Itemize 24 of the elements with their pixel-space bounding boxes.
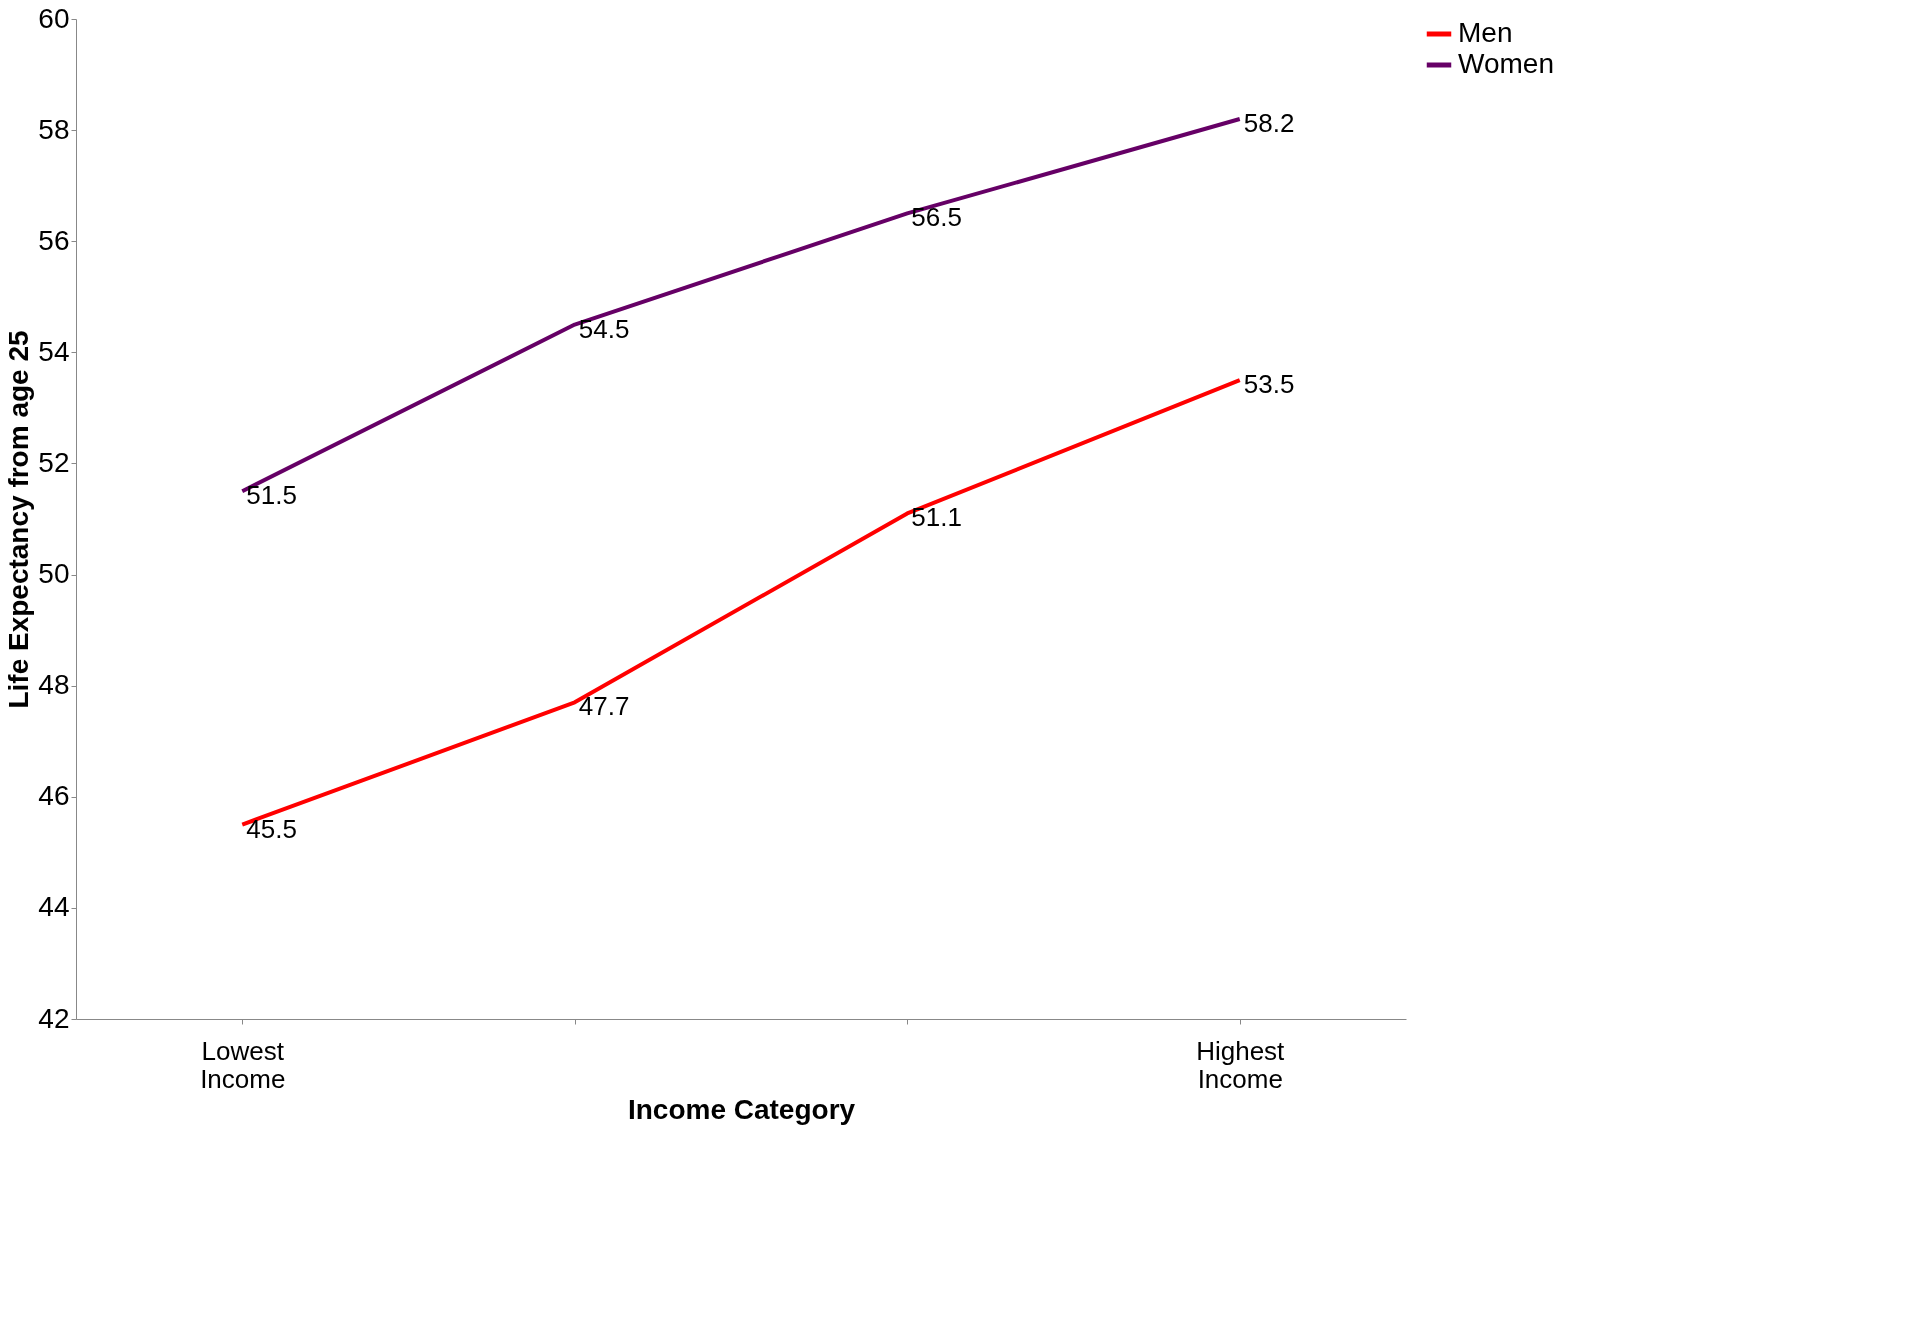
y-tick-label: 56: [38, 224, 70, 256]
data-label: 45.5: [246, 813, 297, 844]
data-label: 51.1: [911, 502, 962, 533]
y-tick-label: 50: [38, 558, 70, 590]
y-tick-label: 54: [38, 335, 70, 367]
x-tick-label: Highest Income: [1196, 1035, 1286, 1094]
y-tick-label: 52: [38, 446, 70, 478]
data-label: 54.5: [578, 313, 630, 344]
y-tick-label: 58: [38, 113, 70, 145]
y-axis-title: Life Expectancy from age 25: [3, 330, 35, 709]
data-label: 58.2: [1243, 108, 1295, 138]
x-tick-label: Lowest Income: [200, 1035, 286, 1094]
legend-label: Men: [1458, 17, 1513, 48]
y-tick-label: 42: [38, 1002, 70, 1034]
data-label: 53.5: [1243, 369, 1295, 400]
data-label: 51.5: [246, 480, 297, 511]
data-label: 56.5: [911, 202, 962, 233]
data-label: 47.7: [578, 691, 630, 722]
y-tick-label: 48: [38, 669, 70, 701]
x-axis-title: Income Category: [627, 1093, 856, 1125]
legend-label: Women: [1458, 48, 1554, 79]
y-tick-label: 46: [38, 780, 70, 812]
y-tick-label: 44: [38, 891, 70, 923]
y-tick-label: 60: [38, 2, 70, 34]
